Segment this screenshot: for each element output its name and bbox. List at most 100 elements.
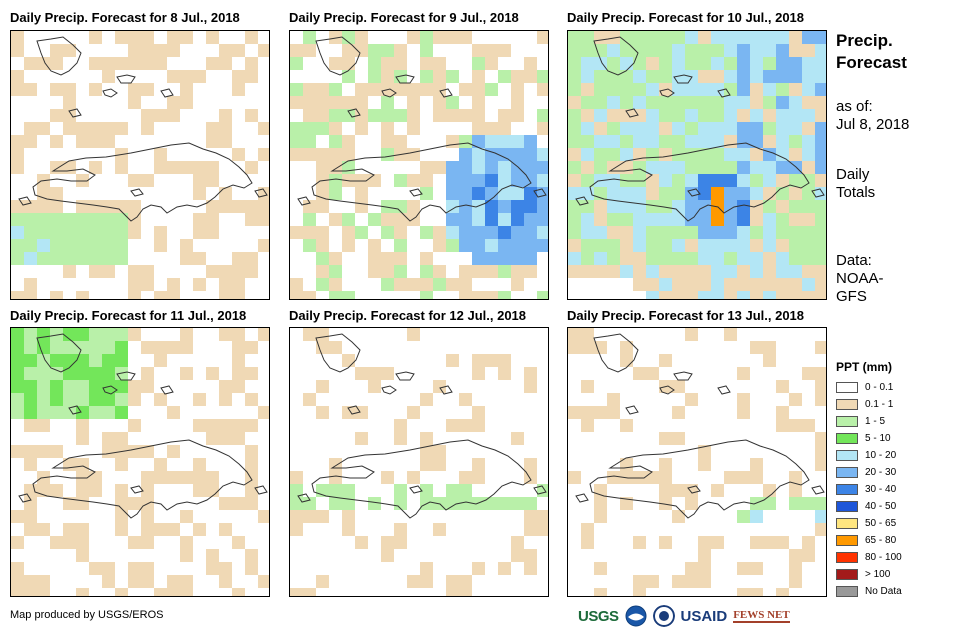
precip-cell [141,380,154,393]
precip-cell [498,174,511,187]
precip-cell [568,96,581,109]
precip-cell [776,57,789,70]
precip-cell [89,200,102,213]
precip-cell [594,135,607,148]
precip-cell [789,575,802,588]
precip-cell [232,380,245,393]
precip-cell [50,239,63,252]
precip-cell [89,135,102,148]
precip-cell [37,122,50,135]
precip-cell [485,135,498,148]
precip-cell [581,419,594,432]
precip-cell [24,419,37,432]
precip-cell [11,291,24,299]
precip-cell [581,135,594,148]
precip-cell [154,458,167,471]
precip-cell [89,31,102,44]
legend-item: No Data [836,583,902,600]
precip-cell [620,109,633,122]
precip-cell [724,96,737,109]
precip-cell [815,393,826,406]
precip-cell [141,174,154,187]
side-title-line2: Forecast [836,53,907,72]
precip-cell [303,200,316,213]
precip-cell [50,354,63,367]
precip-cell [128,328,141,341]
precip-cell [568,57,581,70]
precip-cell [511,497,524,510]
cuba-coastline [593,36,639,76]
precip-cell [219,432,232,445]
precip-cell [63,109,76,122]
precip-cell [646,252,659,265]
precip-cell [672,239,685,252]
precip-cell [815,122,826,135]
precip-cell [815,96,826,109]
precip-map-panel-5 [289,327,549,597]
precip-cell [63,536,76,549]
precip-cell [472,562,485,575]
precip-cell [511,536,524,549]
precip-cell [303,510,316,523]
precip-cell [711,174,724,187]
precip-cell [368,497,381,510]
precip-cell [672,278,685,291]
precip-cell [633,31,646,44]
precip-cell [290,484,303,497]
precip-cell [446,484,459,497]
precip-cell [594,44,607,57]
precip-cell [24,278,37,291]
precip-cell [128,31,141,44]
precip-cell [459,200,472,213]
precip-cell [459,588,472,596]
precip-cell [381,200,394,213]
precip-cell [316,109,329,122]
precip-cell [303,31,316,44]
precip-cell [459,265,472,278]
precip-cell [815,161,826,174]
precip-cell [394,239,407,252]
precip-cell [789,549,802,562]
precip-cell [472,471,485,484]
precip-cell [737,31,750,44]
precip-cell [141,122,154,135]
precip-cell [128,380,141,393]
precip-cell [102,135,115,148]
precip-cell [193,70,206,83]
precip-cell [245,252,258,265]
precip-cell [537,83,548,96]
precip-cell [581,174,594,187]
precip-cell [24,380,37,393]
precip-cell [737,122,750,135]
precip-cell [776,265,789,278]
island-coastline [659,385,675,395]
precip-cell [672,406,685,419]
precip-cell [815,380,826,393]
precip-cell [776,44,789,57]
precip-cell [594,588,607,596]
precip-cell [685,83,698,96]
precip-cell [433,31,446,44]
precip-cell [763,497,776,510]
precip-cell [511,239,524,252]
precip-cell [76,328,89,341]
precip-cell [763,96,776,109]
precip-cell [685,187,698,200]
precip-cell [420,484,433,497]
precip-cell [698,575,711,588]
precip-cell [232,278,245,291]
precip-cell [802,135,815,148]
precip-cell [342,484,355,497]
precip-cell [594,122,607,135]
precip-cell [381,252,394,265]
precip-cell [524,213,537,226]
precip-cell [180,96,193,109]
precip-cell [102,328,115,341]
precip-cell [789,419,802,432]
precip-cell [620,44,633,57]
precip-cell [394,57,407,70]
precip-cell [180,70,193,83]
island-coastline [687,485,701,494]
precip-cell [381,265,394,278]
precip-cell [368,367,381,380]
